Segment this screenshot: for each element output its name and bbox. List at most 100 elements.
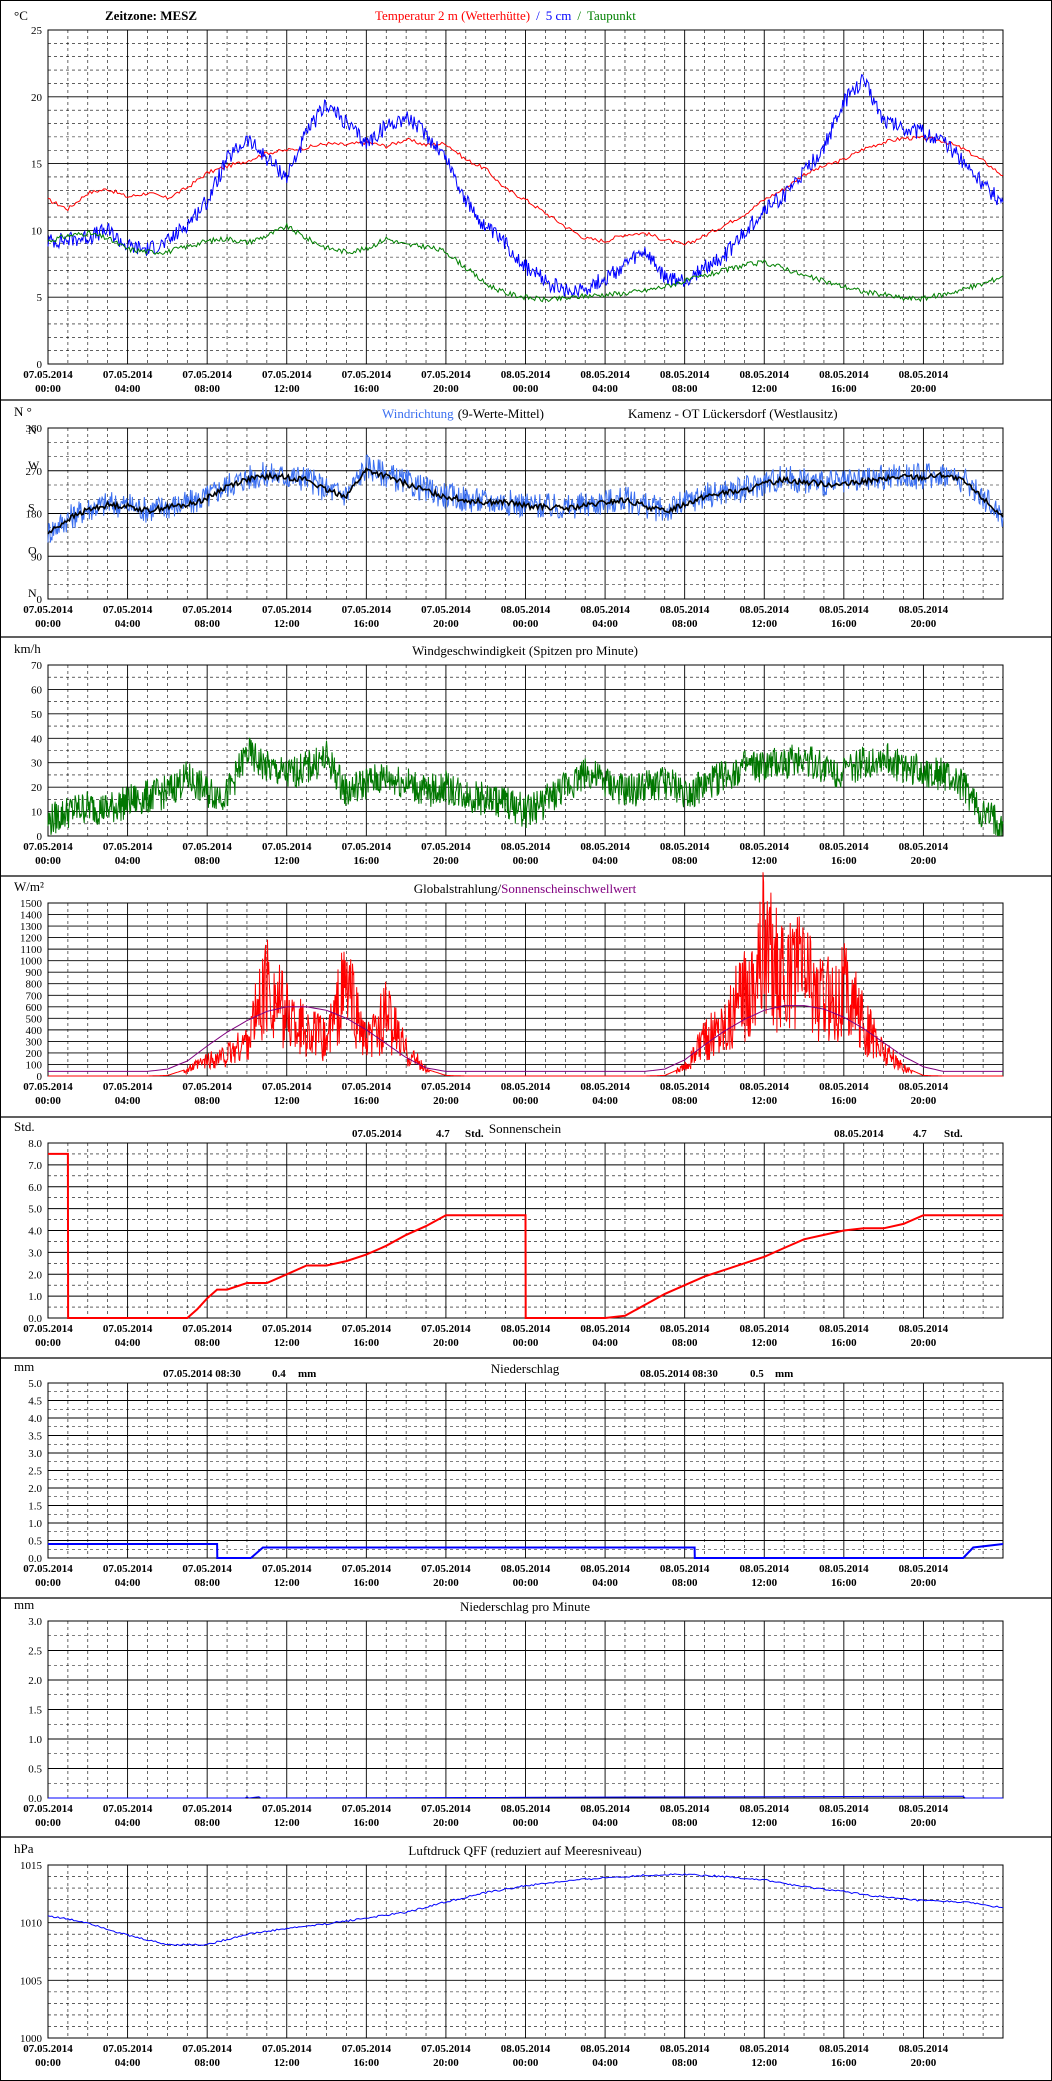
- y-tick-label: 500: [26, 1013, 43, 1025]
- x-tick-time: 20:00: [433, 2057, 459, 2069]
- chart-title: Zeitzone: MESZ: [105, 8, 197, 23]
- x-tick-date: 08.05.2014: [501, 1803, 551, 1815]
- x-tick-time: 12:00: [274, 1817, 300, 1829]
- chart-radiation: 0100200300400500600700800900100011001200…: [0, 872, 1052, 1118]
- y-tick-label: 0.5: [28, 1764, 42, 1776]
- compass-label: W: [28, 458, 40, 472]
- annotation-date: 07.05.2014 08:30: [163, 1368, 241, 1380]
- y-tick-label: 0: [37, 1071, 43, 1083]
- chart-title: Niederschlag pro Minute: [460, 1599, 590, 1614]
- x-tick-date: 08.05.2014: [501, 1323, 551, 1335]
- y-tick-label: 5: [37, 292, 43, 304]
- chart-title: Windgeschwindigkeit (Spitzen pro Minute): [412, 643, 638, 658]
- x-tick-time: 20:00: [911, 1817, 937, 1829]
- x-tick-date: 07.05.2014: [182, 604, 232, 616]
- x-tick-date: 08.05.2014: [819, 1803, 869, 1815]
- x-tick-time: 00:00: [513, 1577, 539, 1589]
- chart-title: Niederschlag: [491, 1361, 560, 1376]
- x-tick-date: 07.05.2014: [342, 1081, 392, 1093]
- y-tick-label: 1200: [20, 933, 43, 945]
- x-tick-date: 07.05.2014: [23, 604, 73, 616]
- x-tick-date: 07.05.2014: [421, 1563, 471, 1575]
- x-tick-date: 08.05.2014: [660, 1323, 710, 1335]
- x-tick-time: 08:00: [194, 1577, 220, 1589]
- x-tick-date: 08.05.2014: [740, 604, 790, 616]
- unit-label: mm: [14, 1359, 34, 1374]
- y-tick-label: 700: [26, 990, 43, 1002]
- chart-pressure: 1000 1005 1010 1015 hPa Luftdruck QFF (reduzi…: [14, 1841, 1004, 2069]
- x-tick-date: 08.05.2014: [660, 604, 710, 616]
- x-tick-date: 08.05.2014: [501, 369, 551, 381]
- x-tick-date: 08.05.2014: [899, 1081, 949, 1093]
- x-tick-date: 08.05.2014: [819, 841, 869, 853]
- y-tick-label: 1005: [20, 1975, 43, 1987]
- y-tick-label: 0.5: [28, 1536, 42, 1548]
- x-tick-date: 07.05.2014: [342, 841, 392, 853]
- x-tick-date: 08.05.2014: [501, 1563, 551, 1575]
- x-tick-date: 08.05.2014: [660, 1081, 710, 1093]
- y-tick-label: 1500: [20, 898, 43, 910]
- y-tick-label: 1015: [20, 1860, 43, 1872]
- x-tick-time: 04:00: [592, 618, 618, 630]
- x-tick-time: 12:00: [751, 2057, 777, 2069]
- compass-label: N: [28, 423, 37, 437]
- title-part: Sonnenscheinschwellwert: [501, 881, 636, 896]
- x-tick-date: 08.05.2014: [740, 1081, 790, 1093]
- x-tick-date: 07.05.2014: [103, 604, 153, 616]
- y-tick-label: 180: [26, 509, 43, 521]
- y-tick-label: 3.0: [28, 1448, 42, 1460]
- unit-label: hPa: [14, 1841, 34, 1856]
- x-tick-date: 08.05.2014: [580, 369, 630, 381]
- x-tick-time: 08:00: [672, 618, 698, 630]
- x-tick-time: 12:00: [751, 1095, 777, 1107]
- annotation-value: 4.7: [913, 1128, 927, 1140]
- y-tick-label: 0: [37, 831, 43, 843]
- title-part: Niederschlag: [491, 1361, 560, 1376]
- x-tick-time: 08:00: [672, 1095, 698, 1107]
- x-tick-time: 20:00: [433, 383, 459, 395]
- x-tick-date: 07.05.2014: [342, 1803, 392, 1815]
- x-tick-date: 08.05.2014: [580, 604, 630, 616]
- x-tick-time: 20:00: [911, 1337, 937, 1349]
- y-tick-label: 400: [26, 1025, 43, 1037]
- x-tick-time: 04:00: [592, 383, 618, 395]
- x-tick-time: 00:00: [513, 1337, 539, 1349]
- y-tick-label: 1400: [20, 910, 43, 922]
- x-tick-time: 16:00: [353, 855, 379, 867]
- y-tick-label: 15: [31, 159, 43, 171]
- x-tick-date: 07.05.2014: [182, 1323, 232, 1335]
- x-tick-date: 07.05.2014: [342, 1323, 392, 1335]
- title-part: (9-Werte-Mittel): [458, 406, 544, 421]
- y-tick-label: 1.0: [28, 1734, 42, 1746]
- x-tick-date: 08.05.2014: [819, 1081, 869, 1093]
- x-tick-time: 04:00: [592, 1095, 618, 1107]
- x-tick-date: 07.05.2014: [103, 1563, 153, 1575]
- x-tick-date: 07.05.2014: [342, 2043, 392, 2055]
- x-tick-date: 08.05.2014: [660, 1803, 710, 1815]
- chart-title: Luftdruck QFF (reduziert auf Meeresnivea…: [408, 1843, 641, 1858]
- x-tick-date: 07.05.2014: [182, 841, 232, 853]
- x-tick-date: 07.05.2014: [421, 1081, 471, 1093]
- x-tick-date: 07.05.2014: [182, 369, 232, 381]
- title-part: 5 cm: [546, 8, 572, 23]
- compass-label: O: [28, 543, 37, 557]
- x-tick-time: 12:00: [751, 618, 777, 630]
- unit-label: N °: [14, 404, 32, 419]
- x-tick-date: 08.05.2014: [580, 1323, 630, 1335]
- chart-sunshine: 0.0 1.0 2.0 3.0 4.0 5.0 6.0 7.0 8.0 Std. Sonnensch…: [0, 1119, 1052, 1359]
- x-tick-date: 07.05.2014: [421, 841, 471, 853]
- x-tick-time: 16:00: [831, 618, 857, 630]
- x-tick-time: 04:00: [592, 1817, 618, 1829]
- grid: [48, 29, 1003, 365]
- x-tick-time: 16:00: [831, 1095, 857, 1107]
- x-tick-time: 20:00: [911, 855, 937, 867]
- x-tick-date: 07.05.2014: [23, 1081, 73, 1093]
- x-tick-date: 07.05.2014: [262, 369, 312, 381]
- title-part: /: [536, 8, 540, 23]
- y-tick-label: 1300: [20, 921, 43, 933]
- grid: [48, 902, 1003, 1077]
- x-tick-date: 07.05.2014: [23, 1563, 73, 1575]
- y-tick-label: 30: [31, 758, 43, 770]
- station-title: Kamenz - OT Lückersdorf (Westlausitz): [628, 406, 838, 421]
